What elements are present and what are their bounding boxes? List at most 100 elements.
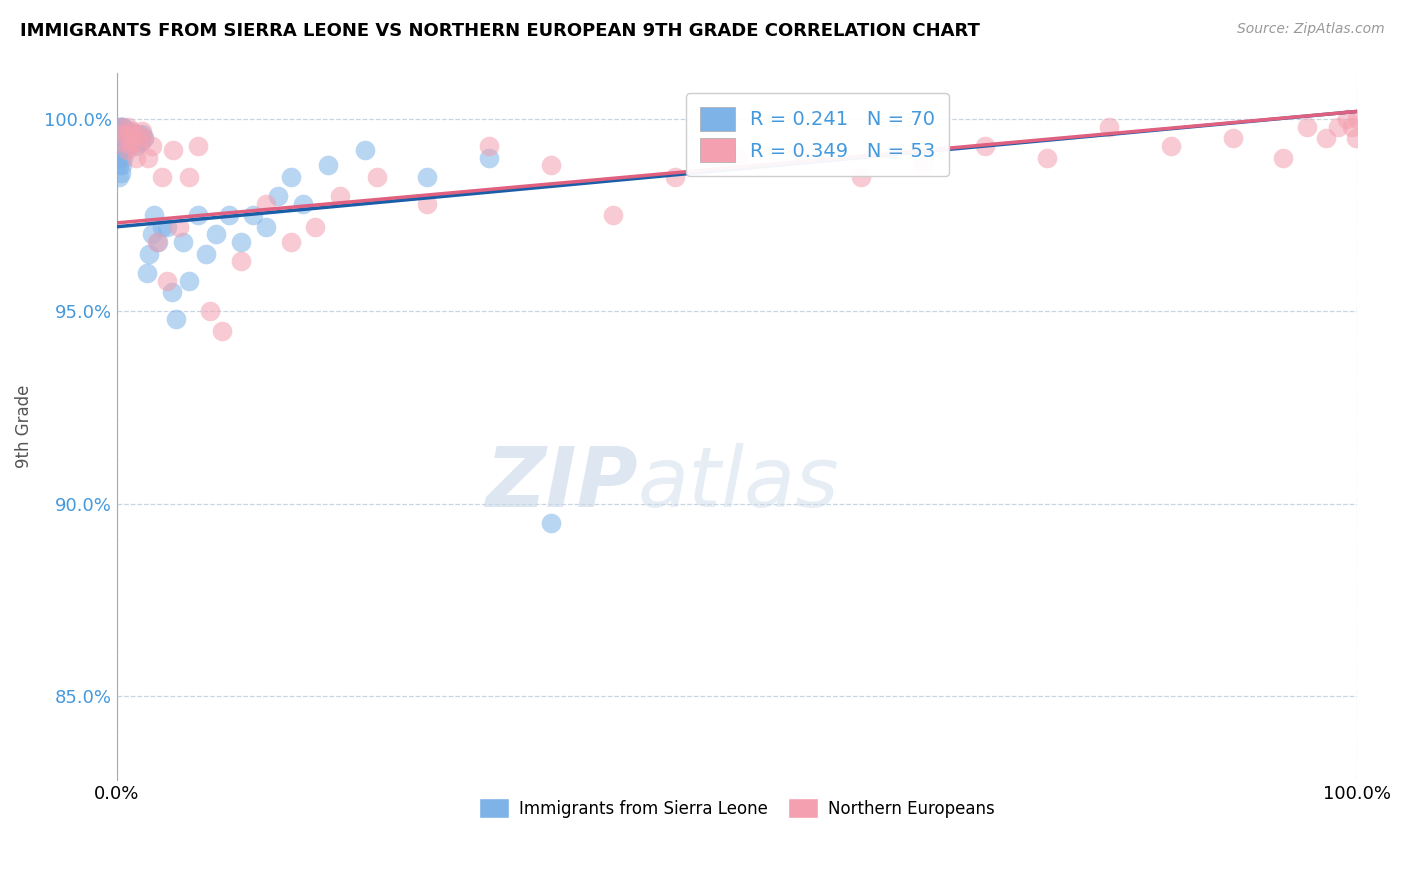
- Point: [112, 120, 135, 134]
- Point: [136, 151, 159, 165]
- Point: [114, 123, 136, 137]
- Point: [155, 219, 177, 234]
- Y-axis label: 9th Grade: 9th Grade: [15, 385, 32, 468]
- Point: [115, 143, 138, 157]
- Point: [177, 274, 200, 288]
- Point: [974, 139, 997, 153]
- Point: [108, 158, 131, 172]
- Point: [112, 123, 135, 137]
- Point: [108, 131, 131, 145]
- Point: [108, 169, 131, 184]
- Point: [118, 123, 141, 137]
- Point: [111, 143, 134, 157]
- Point: [160, 285, 183, 299]
- Point: [121, 128, 143, 142]
- Point: [911, 158, 934, 172]
- Point: [111, 135, 134, 149]
- Point: [664, 169, 686, 184]
- Point: [110, 120, 132, 134]
- Point: [131, 123, 153, 137]
- Point: [218, 208, 240, 222]
- Point: [167, 219, 190, 234]
- Point: [111, 158, 134, 172]
- Text: IMMIGRANTS FROM SIERRA LEONE VS NORTHERN EUROPEAN 9TH GRADE CORRELATION CHART: IMMIGRANTS FROM SIERRA LEONE VS NORTHERN…: [20, 22, 980, 40]
- Point: [117, 123, 139, 137]
- Text: Source: ZipAtlas.com: Source: ZipAtlas.com: [1237, 22, 1385, 37]
- Point: [1336, 112, 1358, 127]
- Point: [112, 151, 135, 165]
- Point: [1346, 112, 1368, 127]
- Point: [172, 235, 194, 249]
- Point: [177, 169, 200, 184]
- Point: [211, 324, 233, 338]
- Point: [242, 208, 264, 222]
- Point: [366, 169, 388, 184]
- Point: [1341, 120, 1364, 134]
- Point: [416, 196, 439, 211]
- Point: [229, 254, 252, 268]
- Point: [110, 166, 132, 180]
- Point: [112, 128, 135, 142]
- Point: [725, 151, 748, 165]
- Point: [280, 235, 302, 249]
- Point: [1296, 120, 1319, 134]
- Point: [128, 131, 150, 145]
- Point: [125, 135, 148, 149]
- Point: [118, 128, 141, 142]
- Point: [111, 128, 134, 142]
- Point: [187, 139, 209, 153]
- Point: [110, 151, 132, 165]
- Point: [112, 143, 135, 157]
- Point: [121, 123, 143, 137]
- Point: [143, 208, 166, 222]
- Point: [787, 143, 810, 157]
- Point: [304, 219, 326, 234]
- Point: [112, 135, 135, 149]
- Point: [117, 135, 139, 149]
- Point: [291, 196, 314, 211]
- Point: [198, 304, 221, 318]
- Point: [329, 189, 352, 203]
- Point: [115, 139, 138, 153]
- Point: [115, 128, 138, 142]
- Point: [1036, 151, 1059, 165]
- Point: [354, 143, 377, 157]
- Point: [124, 151, 146, 165]
- Point: [112, 135, 135, 149]
- Point: [1344, 131, 1367, 145]
- Point: [267, 189, 290, 203]
- Point: [1160, 139, 1182, 153]
- Point: [118, 135, 141, 149]
- Point: [141, 227, 163, 242]
- Point: [1327, 120, 1350, 134]
- Point: [112, 128, 135, 142]
- Point: [112, 131, 135, 145]
- Point: [134, 131, 156, 145]
- Point: [166, 312, 188, 326]
- Point: [124, 135, 146, 149]
- Point: [114, 135, 136, 149]
- Point: [124, 139, 146, 153]
- Point: [127, 128, 149, 142]
- Point: [540, 158, 562, 172]
- Point: [110, 139, 132, 153]
- Point: [205, 227, 228, 242]
- Point: [122, 135, 145, 149]
- Point: [135, 266, 157, 280]
- Point: [131, 128, 153, 142]
- Point: [254, 196, 277, 211]
- Point: [150, 219, 173, 234]
- Point: [849, 169, 872, 184]
- Point: [1222, 131, 1244, 145]
- Point: [111, 120, 134, 134]
- Point: [1271, 151, 1294, 165]
- Point: [134, 131, 156, 145]
- Point: [229, 235, 252, 249]
- Point: [120, 139, 142, 153]
- Point: [478, 139, 501, 153]
- Text: ZIP: ZIP: [485, 442, 638, 524]
- Point: [162, 143, 184, 157]
- Point: [195, 246, 218, 260]
- Point: [120, 131, 142, 145]
- Point: [150, 169, 173, 184]
